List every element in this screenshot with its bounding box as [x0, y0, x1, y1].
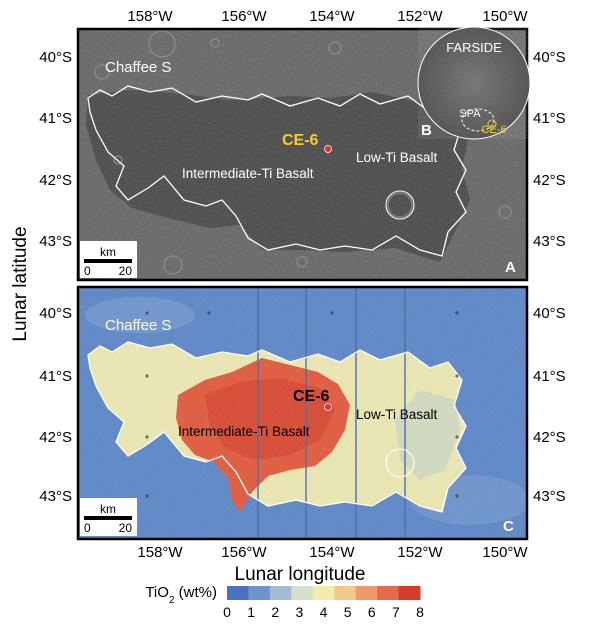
lat-tick-right-c-1: 41°S [533, 368, 566, 385]
lat-tick-left-c-0: 40°S [39, 305, 72, 322]
colorbar-tick-0: 0 [223, 604, 231, 620]
panel-c-frame [76, 285, 529, 541]
colorbar-swatch-0 [227, 586, 249, 600]
colorbar-tick-6: 6 [368, 604, 376, 620]
scale-c-title: km [100, 502, 116, 516]
ce6-label-a: CE-6 [282, 132, 319, 149]
y-axis-title: Lunar latitude [10, 226, 31, 341]
panel-a-letter: A [505, 259, 516, 276]
colorbar-swatch-6 [355, 586, 378, 600]
scale-c-min: 0 [84, 521, 91, 535]
lat-tick-left-c-3: 43°S [39, 488, 72, 505]
basalt-outline-a [87, 85, 467, 257]
low-ti-label-a: Low-Ti Basalt [356, 150, 438, 165]
colorbar-swatch-1 [248, 586, 271, 600]
lat-tick-right-a-3: 43°S [533, 233, 566, 250]
lat-tick-right-a-1: 41°S [533, 110, 566, 127]
lon-tick-top-4: 150°W [482, 8, 528, 25]
scale-bar-a: km 0 20 [80, 241, 137, 278]
lon-tick-top-3: 152°W [397, 8, 443, 25]
colorbar-swatch-4 [312, 586, 335, 600]
lon-tick-top-2: 154°W [309, 8, 355, 25]
colorbar-swatch-8 [398, 586, 421, 600]
colorbar-tick-5: 5 [344, 604, 352, 620]
ce6-inset-marker [487, 119, 497, 129]
basalt-outline-c [87, 341, 467, 513]
panel-b-inset: FARSIDE SPA CE-6 B [417, 26, 531, 140]
colorbar-swatches [227, 586, 421, 600]
x-axis-title: Lunar longitude [235, 564, 366, 585]
panel-c-letter: C [503, 518, 514, 535]
lon-tick-top-0: 158°W [127, 8, 173, 25]
colorbar-label: TiO2 (wt%) [145, 584, 217, 606]
low-ti-label-c: Low-Ti Basalt [356, 407, 438, 422]
lon-ticks-bottom: 158°W 156°W 154°W 152°W 150°W [137, 544, 528, 561]
ce6-marker-a [324, 145, 332, 153]
lat-tick-right-c-0: 40°S [533, 305, 566, 322]
panel-b-letter: B [421, 122, 432, 139]
lat-tick-right-a-0: 40°S [533, 49, 566, 66]
spa-label: SPA [459, 108, 481, 120]
ce6-marker-c [324, 403, 332, 411]
lon-tick-bottom-3: 152°W [397, 544, 443, 561]
colorbar-tick-3: 3 [295, 604, 303, 620]
chaffee-s-label-a: Chaffee S [105, 59, 171, 76]
scale-a-min: 0 [84, 264, 91, 278]
lat-tick-right-a-2: 42°S [533, 172, 566, 189]
panel-a-frame [76, 27, 529, 282]
colorbar-tick-8: 8 [416, 604, 424, 620]
lat-ticks-right-c: 40°S 41°S 42°S 43°S [533, 305, 566, 505]
ce6-inset-label: CE-6 [481, 124, 506, 136]
grid-crosses [145, 311, 459, 498]
colorbar-swatch-5 [334, 586, 357, 600]
lat-tick-left-a-1: 41°S [39, 110, 72, 127]
lon-tick-top-1: 156°W [221, 8, 267, 25]
lat-tick-left-a-2: 42°S [39, 172, 72, 189]
colorbar-swatch-3 [291, 586, 314, 600]
ce6-label-c: CE-6 [293, 388, 330, 405]
colorbar-tick-4: 4 [320, 604, 328, 620]
lon-tick-bottom-4: 150°W [482, 544, 528, 561]
lat-tick-left-c-2: 42°S [39, 429, 72, 446]
lat-tick-left-c-1: 41°S [39, 368, 72, 385]
scale-c-max: 20 [119, 521, 133, 535]
lon-ticks-top: 158°W 156°W 154°W 152°W 150°W [127, 8, 528, 25]
intermediate-ti-label-a: Intermediate-Ti Basalt [182, 166, 314, 181]
lat-ticks-left-c: 40°S 41°S 42°S 43°S [39, 305, 72, 505]
colorbar-tick-2: 2 [271, 604, 279, 620]
lat-ticks-right-a: 40°S 41°S 42°S 43°S [533, 49, 566, 250]
lat-ticks-left-a: 40°S 41°S 42°S 43°S [39, 49, 72, 250]
farside-label: FARSIDE [446, 40, 502, 55]
lon-tick-bottom-0: 158°W [137, 544, 183, 561]
lat-tick-right-c-2: 42°S [533, 429, 566, 446]
colorbar-swatch-2 [269, 586, 292, 600]
lon-tick-bottom-2: 154°W [309, 544, 355, 561]
chaffee-s-label-c: Chaffee S [105, 317, 171, 334]
craters-a [94, 30, 512, 275]
lat-tick-left-a-0: 40°S [39, 49, 72, 66]
colorbar-tick-1: 1 [247, 604, 255, 620]
panel-c [78, 287, 527, 539]
lat-tick-left-a-3: 43°S [39, 233, 72, 250]
lon-tick-bottom-1: 156°W [221, 544, 267, 561]
intermediate-ti-label-c: Intermediate-Ti Basalt [178, 424, 310, 439]
lat-tick-right-c-3: 43°S [533, 488, 566, 505]
colorbar-swatch-7 [377, 586, 400, 600]
scale-a-title: km [100, 245, 116, 259]
colorbar-tick-7: 7 [392, 604, 400, 620]
scale-bar-c: km 0 20 [80, 498, 137, 536]
scale-a-max: 20 [119, 264, 133, 278]
